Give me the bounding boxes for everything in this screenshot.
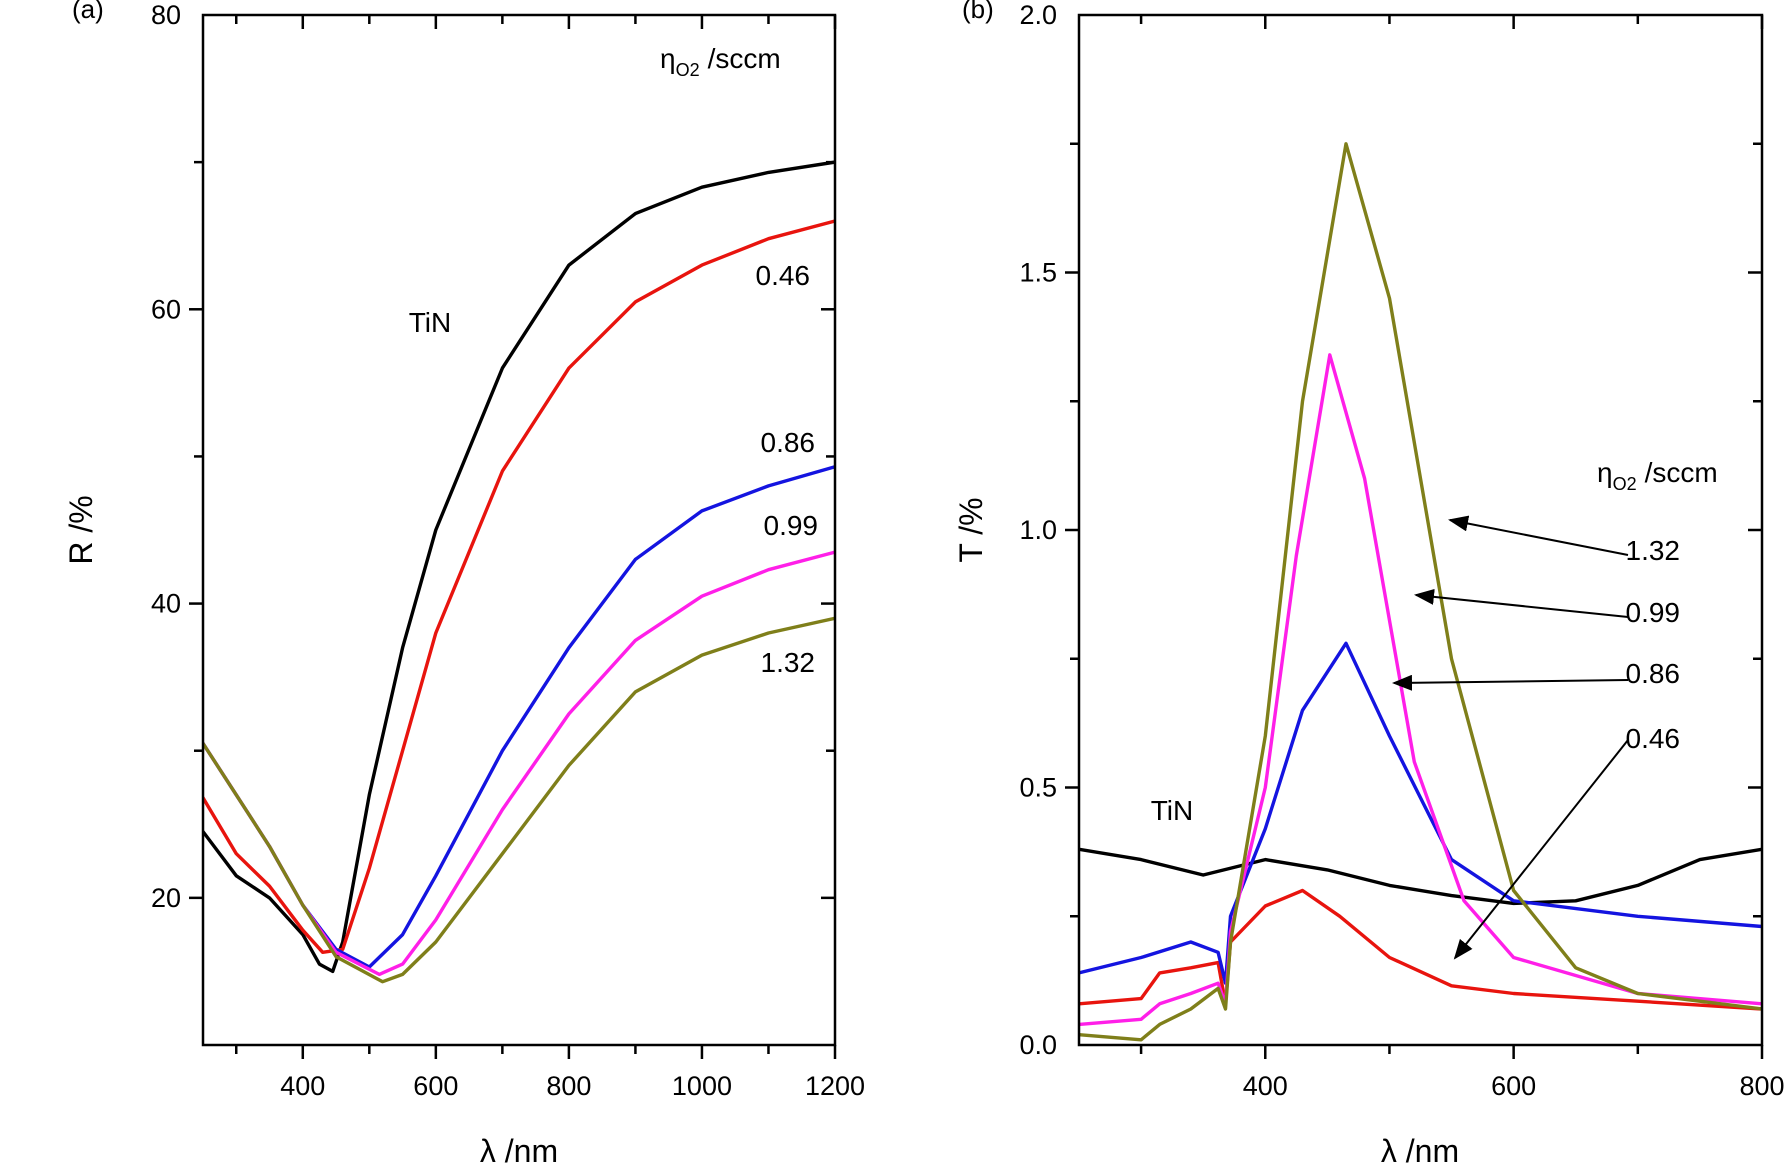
legend-title-sub: O2 <box>1613 474 1637 494</box>
y-tick-label: 2.0 <box>1019 0 1057 30</box>
annotation-arrow <box>1392 674 1629 691</box>
series-line-0-99 <box>1079 353 1762 1027</box>
annotation-1-32: 1.32 <box>761 647 816 678</box>
annotation-0-46: 0.46 <box>756 260 811 291</box>
x-axis-label: λ /nm <box>1381 1133 1459 1169</box>
annotation-0-86: 0.86 <box>1626 658 1681 689</box>
annotation-0-86: 0.86 <box>761 427 816 458</box>
legend-title-unit: /sccm <box>708 43 781 74</box>
y-tick-label: 1.0 <box>1019 515 1057 545</box>
annotation-TiN: TiN <box>1151 795 1194 826</box>
legend-title-sub: O2 <box>676 60 700 80</box>
annotation-arrow <box>1453 739 1629 960</box>
x-tick-label: 400 <box>280 1071 325 1101</box>
y-tick-label: 40 <box>151 589 181 619</box>
y-tick-label: 60 <box>151 294 181 324</box>
y-tick-label: 0.5 <box>1019 773 1057 803</box>
y-axis-label: T /% <box>953 497 989 562</box>
series-line-0-86 <box>1079 641 1762 985</box>
x-tick-label: 800 <box>546 1071 591 1101</box>
y-tick-label: 80 <box>151 0 181 30</box>
x-tick-label: 600 <box>1491 1071 1536 1101</box>
y-tick-label: 20 <box>151 883 181 913</box>
annotation-arrow <box>1414 588 1629 618</box>
annotation-TiN: TiN <box>409 307 452 338</box>
x-tick-label: 1200 <box>805 1071 865 1101</box>
x-tick-label: 1000 <box>672 1071 732 1101</box>
y-tick-label: 0.0 <box>1019 1030 1057 1060</box>
legend-title-eta: η <box>660 43 676 74</box>
plot-frame <box>201 13 837 1047</box>
series-line-1-32 <box>1079 142 1762 1042</box>
annotation-0-99: 0.99 <box>1626 597 1681 628</box>
x-axis-label: λ /nm <box>480 1133 558 1169</box>
series-line-TiN <box>1079 847 1762 906</box>
annotation-arrow <box>1448 515 1629 556</box>
series-line-0-46 <box>203 219 835 954</box>
y-axis-label: R /% <box>63 495 99 564</box>
series-line-1-32 <box>203 616 835 984</box>
annotation-0-46: 0.46 <box>1626 723 1681 754</box>
legend-title: ηO2/sccm <box>1597 457 1718 494</box>
series-line-TiN <box>203 160 835 974</box>
legend-title: ηO2/sccm <box>660 43 781 80</box>
legend-title-unit: /sccm <box>1645 457 1718 488</box>
x-tick-label: 600 <box>413 1071 458 1101</box>
panel-a: 400 600 800 1000 1200 20 40 60 80 (a) λ /nm R /% ηO2… <box>63 0 865 1169</box>
x-tick-label: 400 <box>1243 1071 1288 1101</box>
panel-label: (a) <box>72 0 104 24</box>
series-line-0-99 <box>203 550 835 977</box>
y-tick-label: 1.5 <box>1019 258 1057 288</box>
annotation-1-32: 1.32 <box>1626 535 1681 566</box>
series-line-0-86 <box>203 465 835 969</box>
series-line-0-46 <box>1079 888 1762 1011</box>
panel-label: (b) <box>962 0 994 24</box>
legend-title-eta: η <box>1597 457 1613 488</box>
annotation-0-99: 0.99 <box>764 510 819 541</box>
x-tick-label: 800 <box>1739 1071 1784 1101</box>
